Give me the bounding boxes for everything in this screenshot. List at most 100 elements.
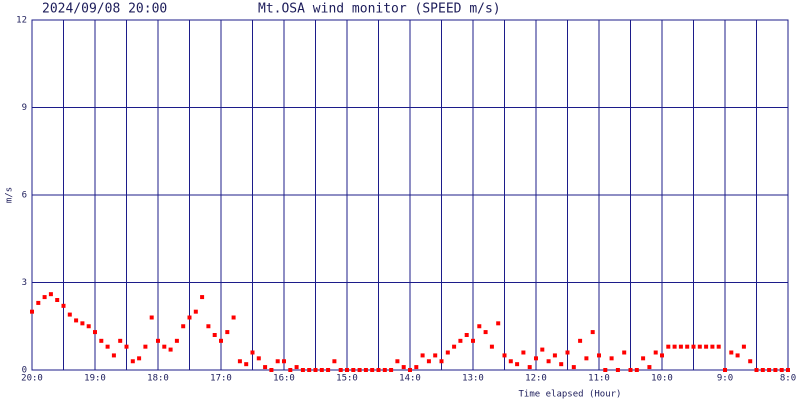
y-tick-label: 9 bbox=[22, 103, 27, 113]
data-point bbox=[445, 350, 450, 355]
data-point bbox=[691, 344, 696, 349]
data-point bbox=[723, 368, 727, 372]
data-point bbox=[464, 333, 469, 337]
data-point bbox=[786, 368, 790, 372]
data-point bbox=[130, 359, 135, 364]
data-point bbox=[748, 359, 753, 364]
data-point bbox=[156, 338, 160, 343]
data-point bbox=[200, 295, 205, 300]
data-point bbox=[773, 368, 778, 372]
data-point bbox=[332, 359, 337, 364]
x-tick-label: 15:0 bbox=[336, 374, 358, 384]
data-point bbox=[508, 359, 513, 364]
data-point bbox=[36, 300, 41, 305]
data-point bbox=[710, 344, 715, 349]
data-point bbox=[697, 344, 702, 349]
data-point bbox=[212, 333, 217, 337]
data-point bbox=[590, 330, 595, 335]
data-point bbox=[408, 368, 412, 372]
data-point bbox=[760, 368, 765, 372]
x-tick-label: 9:0 bbox=[717, 374, 733, 384]
data-point bbox=[86, 324, 91, 329]
data-point bbox=[458, 338, 463, 343]
data-point bbox=[767, 368, 772, 372]
data-point bbox=[641, 356, 646, 361]
data-point bbox=[206, 324, 211, 329]
data-point bbox=[187, 315, 192, 320]
data-point bbox=[433, 353, 438, 358]
data-point bbox=[389, 368, 394, 372]
data-point bbox=[672, 344, 677, 349]
data-point bbox=[105, 344, 110, 349]
data-point bbox=[414, 365, 419, 370]
timestamp: 2024/09/08 20:00 bbox=[42, 2, 167, 17]
data-point bbox=[426, 359, 431, 364]
data-point bbox=[597, 353, 601, 358]
data-point bbox=[370, 368, 375, 372]
data-point bbox=[351, 368, 356, 372]
data-point bbox=[546, 359, 551, 364]
data-point bbox=[452, 344, 457, 349]
data-point bbox=[111, 353, 116, 358]
data-point bbox=[99, 338, 104, 343]
y-tick-label: 6 bbox=[22, 191, 27, 201]
data-point bbox=[42, 295, 47, 300]
x-tick-label: 12:0 bbox=[525, 374, 547, 384]
data-point bbox=[93, 330, 97, 335]
data-point bbox=[244, 362, 249, 367]
data-point bbox=[225, 330, 230, 335]
data-point bbox=[263, 365, 268, 370]
data-point bbox=[609, 356, 614, 361]
data-point bbox=[559, 362, 564, 367]
data-point bbox=[137, 356, 142, 361]
data-point bbox=[307, 368, 312, 372]
data-point bbox=[729, 350, 734, 355]
data-point bbox=[634, 368, 639, 372]
data-point bbox=[80, 321, 85, 326]
data-point bbox=[471, 338, 475, 343]
data-point bbox=[527, 365, 532, 370]
x-tick-label: 8:0 bbox=[780, 374, 796, 384]
data-point bbox=[326, 368, 331, 372]
data-point bbox=[685, 344, 690, 349]
data-point bbox=[534, 356, 538, 361]
data-point bbox=[615, 368, 620, 372]
data-point bbox=[502, 353, 507, 358]
data-point bbox=[477, 324, 482, 329]
y-tick-label: 0 bbox=[22, 366, 27, 376]
data-point bbox=[521, 350, 526, 355]
chart-title: Mt.OSA wind monitor (SPEED m/s) bbox=[258, 2, 501, 17]
data-point bbox=[716, 344, 721, 349]
x-tick-label: 11:0 bbox=[588, 374, 610, 384]
data-point bbox=[735, 353, 740, 358]
data-point bbox=[565, 350, 570, 355]
data-point bbox=[162, 344, 167, 349]
data-point bbox=[647, 365, 652, 370]
y-tick-label: 12 bbox=[16, 16, 27, 26]
x-tick-label: 17:0 bbox=[210, 374, 232, 384]
data-point bbox=[357, 368, 362, 372]
data-point bbox=[219, 338, 223, 343]
data-point bbox=[30, 309, 34, 314]
x-tick-label: 19:0 bbox=[84, 374, 106, 384]
data-point bbox=[168, 347, 173, 352]
data-point bbox=[552, 353, 557, 358]
data-point bbox=[256, 356, 261, 361]
data-point bbox=[61, 303, 66, 308]
data-point bbox=[382, 368, 387, 372]
data-point bbox=[124, 344, 129, 349]
x-tick-label: 10:0 bbox=[651, 374, 673, 384]
data-point bbox=[376, 368, 381, 372]
data-point bbox=[628, 368, 633, 372]
data-point bbox=[653, 350, 658, 355]
data-point bbox=[779, 368, 784, 372]
data-point bbox=[439, 359, 444, 364]
data-point bbox=[181, 324, 186, 329]
data-point bbox=[149, 315, 154, 320]
data-point bbox=[666, 344, 671, 349]
data-point bbox=[584, 356, 589, 361]
data-point bbox=[231, 315, 236, 320]
data-point bbox=[704, 344, 709, 349]
data-point bbox=[282, 359, 286, 364]
